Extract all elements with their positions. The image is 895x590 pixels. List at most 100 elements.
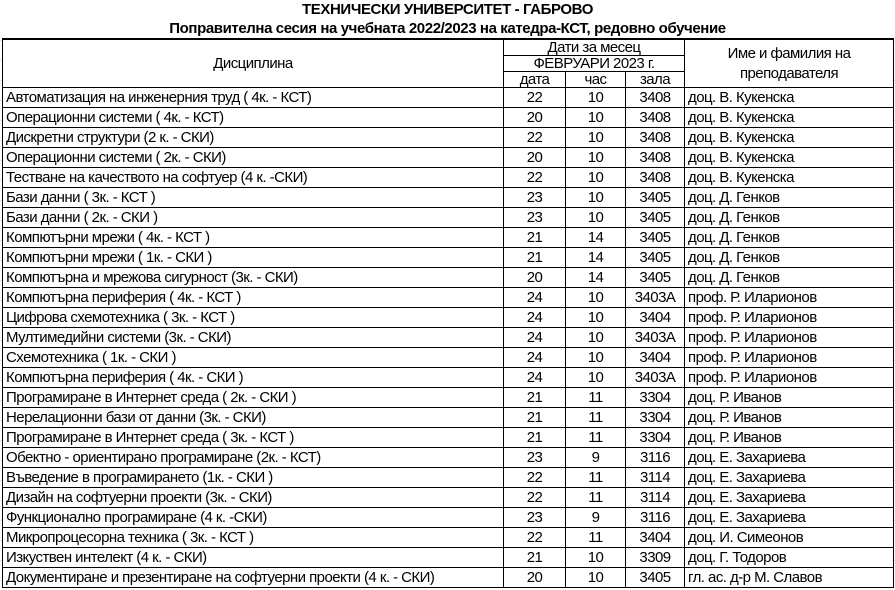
- cell-teacher: проф. Р. Иларионов: [684, 347, 894, 368]
- cell-teacher: гл. ас. д-р М. Славов: [684, 567, 894, 588]
- cell-discipline: Микропроцесорна техника ( 3к. - КСТ ): [2, 527, 504, 548]
- table-row: Изкуствен интелект (4 к. - СКИ) 21 10 3309 д…: [2, 547, 894, 568]
- cell-room: 3304: [625, 387, 685, 408]
- cell-date: 22: [503, 87, 566, 108]
- cell-discipline: Функционално програмиране (4 к. -СКИ): [2, 507, 504, 528]
- cell-discipline: Нерелационни бази от данни (3к. - СКИ): [2, 407, 504, 428]
- table-row: Функционално програмиране (4 к. -СКИ) 23 9…: [2, 507, 894, 528]
- cell-room: 3405: [625, 567, 685, 588]
- cell-date: 23: [503, 187, 566, 208]
- cell-discipline: Бази данни ( 3к. - КСТ ): [2, 187, 504, 208]
- cell-room: 3403А: [625, 327, 685, 348]
- cell-discipline: Схемотехника ( 1к. - СКИ ): [2, 347, 504, 368]
- cell-discipline: Компютърни мрежи ( 4к. - КСТ ): [2, 227, 504, 248]
- header-room: зала: [625, 71, 685, 88]
- header-teacher: Име и фамилия на преподавателя: [684, 38, 894, 88]
- cell-room: 3404: [625, 307, 685, 328]
- cell-date: 22: [503, 167, 566, 188]
- cell-date: 24: [503, 367, 566, 388]
- table-row: Компютърна периферия ( 4к. - КСТ ) 24 10 34…: [2, 287, 894, 308]
- cell-hour: 11: [565, 467, 626, 488]
- cell-room: 3405: [625, 247, 685, 268]
- cell-discipline: Автоматизация на инженерния труд ( 4к. -…: [2, 87, 504, 108]
- cell-hour: 14: [565, 267, 626, 288]
- table-row: Компютърна и мрежова сигурност (3к. - СК…: [2, 267, 894, 288]
- cell-date: 22: [503, 467, 566, 488]
- cell-room: 3408: [625, 167, 685, 188]
- header-dates-group: Дати за месец: [503, 38, 685, 56]
- cell-hour: 10: [565, 107, 626, 128]
- cell-room: 3116: [625, 447, 685, 468]
- cell-room: 3408: [625, 127, 685, 148]
- cell-date: 21: [503, 247, 566, 268]
- cell-date: 21: [503, 427, 566, 448]
- table-row: Бази данни ( 3к. - КСТ ) 23 10 3405 доц. Д. …: [2, 187, 894, 208]
- cell-date: 23: [503, 507, 566, 528]
- cell-teacher: доц. Д. Генков: [684, 227, 894, 248]
- cell-hour: 10: [565, 207, 626, 228]
- cell-discipline: Компютърна и мрежова сигурност (3к. - СК…: [2, 267, 504, 288]
- table-row: Обектно - ориентирано програмиране (2к. …: [2, 447, 894, 468]
- table-row: Операционни системи ( 2к. - СКИ) 20 10 3408…: [2, 147, 894, 168]
- cell-date: 24: [503, 287, 566, 308]
- cell-discipline: Компютърни мрежи ( 1к. - СКИ ): [2, 247, 504, 268]
- cell-hour: 10: [565, 307, 626, 328]
- header-hour: час: [565, 71, 626, 88]
- cell-room: 3403А: [625, 287, 685, 308]
- table-row: Въведение в програмирането (1к. - СКИ ) 2…: [2, 467, 894, 488]
- cell-discipline: Мултимедийни системи (3к. - СКИ): [2, 327, 504, 348]
- cell-teacher: доц. Р. Иванов: [684, 407, 894, 428]
- cell-room: 3408: [625, 87, 685, 108]
- header-month: ФЕВРУАРИ 2023 г.: [503, 55, 685, 72]
- table-row: Програмиране в Интернет среда ( 2к. - СК…: [2, 387, 894, 408]
- table-row: Дизайн на софтуерни проекти (3к. - СКИ) 2…: [2, 487, 894, 508]
- cell-date: 21: [503, 407, 566, 428]
- cell-date: 22: [503, 487, 566, 508]
- cell-teacher: проф. Р. Иларионов: [684, 287, 894, 308]
- table-row: Компютърни мрежи ( 1к. - СКИ ) 21 14 3405 до…: [2, 247, 894, 268]
- cell-discipline: Операционни системи ( 2к. - СКИ): [2, 147, 504, 168]
- cell-discipline: Изкуствен интелект (4 к. - СКИ): [2, 547, 504, 568]
- table-row: Нерелационни бази от данни (3к. - СКИ) 21…: [2, 407, 894, 428]
- cell-room: 3408: [625, 107, 685, 128]
- cell-discipline: Цифрова схемотехника ( 3к. - КСТ ): [2, 307, 504, 328]
- table-row: Програмиране в Интернет среда ( 3к. - КС…: [2, 427, 894, 448]
- cell-hour: 9: [565, 507, 626, 528]
- table-row: Схемотехника ( 1к. - СКИ ) 24 10 3404 проф. …: [2, 347, 894, 368]
- cell-teacher: доц. Е. Захариева: [684, 507, 894, 528]
- exam-schedule-table: Дисциплина Дати за месец Име и фамилия н…: [2, 38, 894, 588]
- cell-hour: 10: [565, 287, 626, 308]
- cell-hour: 11: [565, 407, 626, 428]
- cell-room: 3114: [625, 487, 685, 508]
- cell-hour: 10: [565, 87, 626, 108]
- cell-teacher: доц. В. Кукенска: [684, 87, 894, 108]
- cell-discipline: Компютърна периферия ( 4к. - КСТ ): [2, 287, 504, 308]
- cell-hour: 10: [565, 347, 626, 368]
- table-row: Цифрова схемотехника ( 3к. - КСТ ) 24 10 34…: [2, 307, 894, 328]
- cell-teacher: доц. Д. Генков: [684, 247, 894, 268]
- cell-teacher: доц. Д. Генков: [684, 207, 894, 228]
- table-row: Компютърна периферия ( 4к. - СКИ ) 24 10 34…: [2, 367, 894, 388]
- cell-room: 3404: [625, 527, 685, 548]
- cell-date: 20: [503, 107, 566, 128]
- cell-date: 24: [503, 327, 566, 348]
- cell-date: 20: [503, 267, 566, 288]
- cell-room: 3405: [625, 207, 685, 228]
- cell-teacher: доц. Д. Генков: [684, 187, 894, 208]
- table-row: Мултимедийни системи (3к. - СКИ) 24 10 3403…: [2, 327, 894, 348]
- cell-hour: 14: [565, 247, 626, 268]
- cell-room: 3403А: [625, 367, 685, 388]
- cell-teacher: доц. В. Кукенска: [684, 147, 894, 168]
- table-row: Бази данни ( 2к. - СКИ ) 23 10 3405 доц. Д. …: [2, 207, 894, 228]
- cell-room: 3408: [625, 147, 685, 168]
- cell-teacher: проф. Р. Иларионов: [684, 307, 894, 328]
- cell-discipline: Компютърна периферия ( 4к. - СКИ ): [2, 367, 504, 388]
- cell-discipline: Въведение в програмирането (1к. - СКИ ): [2, 467, 504, 488]
- table-row: Компютърни мрежи ( 4к. - КСТ ) 21 14 3405 до…: [2, 227, 894, 248]
- cell-discipline: Дизайн на софтуерни проекти (3к. - СКИ): [2, 487, 504, 508]
- cell-discipline: Програмиране в Интернет среда ( 3к. - КС…: [2, 427, 504, 448]
- cell-date: 21: [503, 547, 566, 568]
- cell-hour: 10: [565, 367, 626, 388]
- cell-teacher: проф. Р. Иларионов: [684, 327, 894, 348]
- cell-room: 3405: [625, 227, 685, 248]
